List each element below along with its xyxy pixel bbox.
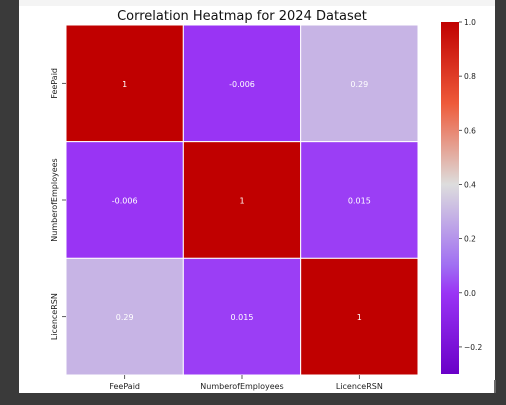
colorbar-tick-label: 0.0 [464,289,476,298]
heatmap-cell [65,24,184,143]
chart-title: Correlation Heatmap for 2024 Dataset [117,9,367,24]
cell-value-label: -0.006 [229,80,255,89]
window-divider [494,380,496,393]
colorbar-tick-label: −0.2 [464,343,482,352]
cell-value-label: 0.015 [348,197,371,206]
cell-value-label: 0.015 [231,313,254,322]
colorbar-tick-label: 1.0 [464,18,476,27]
colorbar-tick-label: 0.2 [464,235,476,244]
colorbar-tick-label: 0.8 [464,72,476,81]
colorbar-tick-label: 0.4 [464,180,476,189]
colorbar-tick-label: 0.6 [464,126,476,135]
heatmap-cell [65,141,184,259]
cell-value-label: 1 [122,80,127,89]
y-axis: FeePaid NumberofEmployees LicenceRSN [50,68,66,340]
cell-value-label: 0.29 [116,313,134,322]
x-axis: FeePaid NumberofEmployees LicenceRSN [109,375,383,391]
x-tick-label: NumberofEmployees [200,382,283,391]
y-tick-label: NumberofEmployees [50,158,59,241]
heatmap-cell [182,141,302,259]
cell-value-label: 0.29 [350,80,368,89]
y-tick-label: FeePaid [50,68,59,99]
heatmap-cell [182,24,302,143]
x-tick-label: FeePaid [109,382,140,391]
heatmap-cell [300,257,419,376]
x-tick-label: LicenceRSN [336,382,383,391]
colorbar: 1.0 0.8 0.6 0.4 0.2 0.0 −0.2 [441,18,482,374]
cell-value-label: 1 [357,313,362,322]
heatmap-cell [300,24,419,143]
window-frame-top [19,0,495,6]
window-frame-right [495,0,506,405]
heatmap-cell [65,257,184,376]
cell-value-label: 1 [239,197,244,206]
colorbar-gradient [441,22,459,374]
cell-value-label: -0.006 [112,197,138,206]
window-frame-bottom [0,393,506,405]
heatmap-cell-labels: 1 -0.006 0.29 -0.006 1 0.015 0.29 0.015 1 [112,80,371,322]
window-frame-left [0,0,19,405]
heatmap-cells [65,24,419,376]
y-tick-label: LicenceRSN [50,293,59,340]
